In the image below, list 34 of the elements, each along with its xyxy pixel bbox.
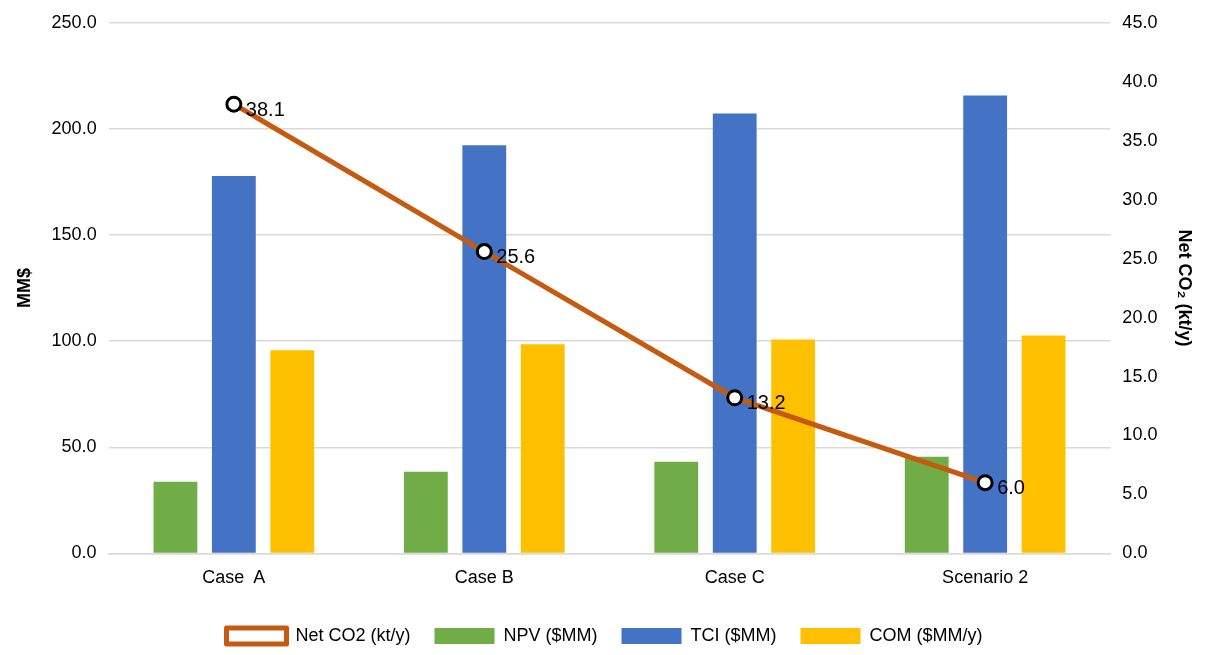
y2-axis-title: Net CO₂ (kt/y) [1175, 229, 1196, 347]
y-tick-label: 200.0 [51, 117, 97, 138]
bar [270, 350, 315, 553]
y-tick-label: 100.0 [51, 330, 97, 351]
y-tick-label: 50.0 [61, 436, 97, 457]
y-axis-title: MM$ [13, 268, 34, 309]
y2-tick-label: 10.0 [1122, 424, 1158, 445]
legend-label: Net CO2 (kt/y) [295, 624, 411, 645]
y2-tick-label: 40.0 [1122, 70, 1158, 91]
bar [904, 456, 949, 553]
y2-tick-label: 35.0 [1122, 129, 1158, 150]
y2-tick-label: 30.0 [1122, 188, 1158, 209]
y-tick-label: 150.0 [51, 224, 97, 245]
y2-tick-label: 15.0 [1122, 365, 1158, 386]
data-label: 38.1 [245, 97, 285, 120]
y-tick-label: 250.0 [51, 11, 97, 32]
y2-tick-label: 0.0 [1122, 542, 1148, 563]
legend-label: TCI ($MM) [690, 624, 777, 645]
legend-label: COM ($MM/y) [869, 624, 983, 645]
bar [654, 461, 699, 553]
y2-tick-label: 45.0 [1122, 11, 1158, 32]
y2-tick-label: 25.0 [1122, 247, 1158, 268]
x-tick-label: Case A [202, 567, 266, 588]
bar [403, 471, 448, 553]
bar [520, 344, 565, 553]
y2-tick-label: 5.0 [1122, 483, 1148, 504]
y2-tick-label: 20.0 [1122, 306, 1158, 327]
legend-label: NPV ($MM) [503, 624, 598, 645]
x-tick-label: Case B [454, 567, 514, 588]
bar [211, 176, 256, 553]
x-tick-label: Case C [704, 567, 765, 588]
y-tick-label: 0.0 [71, 542, 97, 563]
bar [153, 481, 198, 553]
x-tick-label: Scenario 2 [942, 567, 1029, 588]
